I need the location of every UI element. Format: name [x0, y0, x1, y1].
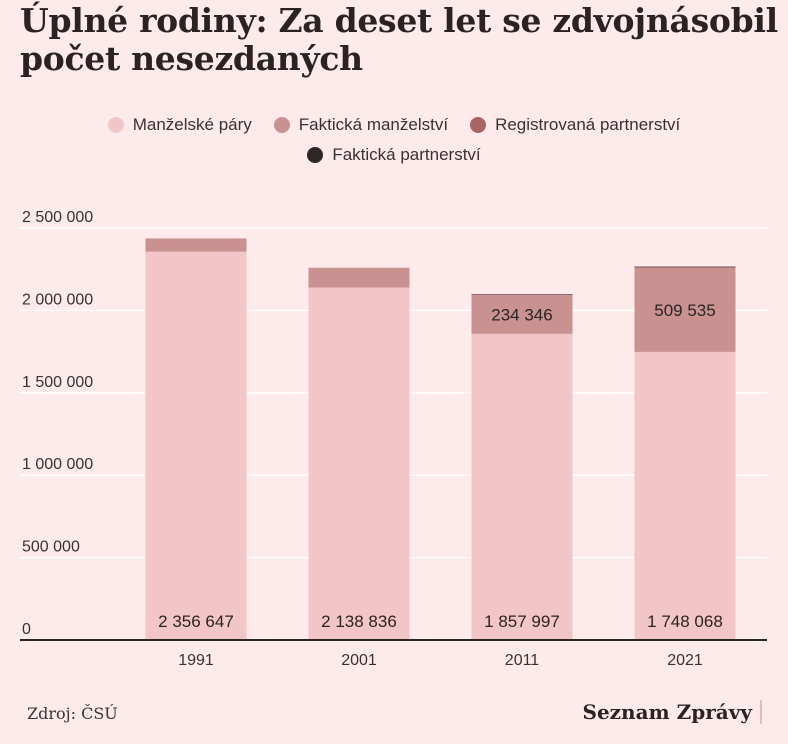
- chart-title: Úplné rodiny: Za deset let se zdvojnásob…: [20, 1, 778, 78]
- legend-label-registrovana-partnerstvi: Registrovaná partnerství: [495, 115, 681, 134]
- legend-label-fakticka-partnerstvi: Faktická partnerství: [332, 145, 481, 164]
- bar-segment: [471, 295, 573, 334]
- legend-item-manzelske-pary: Manželské páry: [107, 115, 252, 135]
- legend-swatch-fakticka-manzelstvi: [273, 117, 290, 133]
- y-tick-label: 2 500 000: [22, 209, 93, 226]
- legend-swatch-registrovana-partnerstvi: [470, 117, 487, 133]
- data-label: 509 535: [654, 301, 715, 320]
- stacked-bar-chart: 0 500 000 1 000 000 1 500 000 2 000 000 2 500…: [20, 209, 767, 669]
- bar-segment: [145, 251, 247, 640]
- legend-swatch-fakticka-partnerstvi: [307, 147, 324, 163]
- bar-segment: [308, 267, 410, 288]
- legend: Manželské páry Faktická manželství Regis…: [0, 110, 788, 170]
- bar-segment: [634, 351, 736, 640]
- legend-label-fakticka-manzelstvi: Faktická manželství: [298, 115, 449, 134]
- source-note: Zdroj: ČSÚ: [27, 704, 118, 723]
- bar-segment: [145, 238, 247, 252]
- legend-label-manzelske-pary: Manželské páry: [132, 115, 252, 134]
- y-tick-label: 1 000 000: [22, 456, 93, 473]
- bar-segment: [471, 294, 573, 296]
- y-tick-label: 2 000 000: [22, 291, 93, 308]
- brand-logo: Seznam Zprávy: [583, 700, 762, 724]
- legend-row-1: Manželské páry Faktická manželství Regis…: [0, 110, 788, 140]
- x-tick-label: 2011: [505, 652, 540, 669]
- data-label: 2 356 647: [158, 612, 234, 631]
- bar-segment: [634, 267, 736, 268]
- legend-item-registrovana-partnerstvi: Registrovaná partnerství: [470, 115, 680, 135]
- legend-row-2: Faktická partnerství: [0, 140, 788, 170]
- y-tick-label: 1 500 000: [22, 374, 93, 391]
- legend-item-fakticka-partnerstvi: Faktická partnerství: [307, 145, 481, 165]
- y-tick-label: 500 000: [22, 539, 80, 556]
- y-tick-label: 0: [22, 621, 31, 638]
- bar-segment: [308, 287, 410, 640]
- x-tick-label: 2021: [667, 652, 703, 669]
- legend-swatch-manzelske-pary: [107, 117, 124, 133]
- legend-item-fakticka-manzelstvi: Faktická manželství: [273, 115, 449, 135]
- data-label: 234 346: [491, 305, 552, 324]
- data-label: 2 138 836: [321, 612, 397, 631]
- bar-segment: [634, 267, 736, 352]
- bar-segment: [471, 333, 573, 640]
- data-label: 1 857 997: [484, 612, 560, 631]
- x-tick-label: 2001: [341, 652, 377, 669]
- data-label: 1 748 068: [647, 612, 723, 631]
- x-tick-label: 1991: [178, 652, 214, 669]
